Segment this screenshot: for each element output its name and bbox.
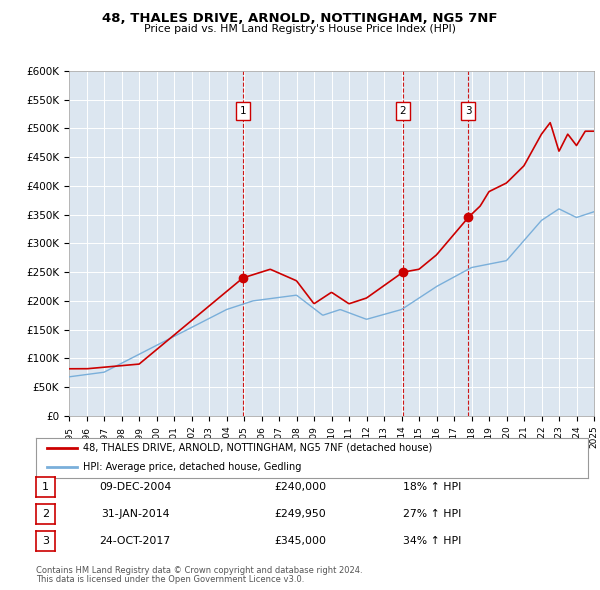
Text: 3: 3 <box>465 106 472 116</box>
Text: £345,000: £345,000 <box>274 536 326 546</box>
Text: 2: 2 <box>42 509 49 519</box>
Text: 1: 1 <box>42 482 49 491</box>
Text: 48, THALES DRIVE, ARNOLD, NOTTINGHAM, NG5 7NF (detached house): 48, THALES DRIVE, ARNOLD, NOTTINGHAM, NG… <box>83 443 432 453</box>
Text: 34% ↑ HPI: 34% ↑ HPI <box>403 536 461 546</box>
Text: £249,950: £249,950 <box>274 509 326 519</box>
Text: 31-JAN-2014: 31-JAN-2014 <box>101 509 169 519</box>
Text: Price paid vs. HM Land Registry's House Price Index (HPI): Price paid vs. HM Land Registry's House … <box>144 24 456 34</box>
Text: 18% ↑ HPI: 18% ↑ HPI <box>403 482 461 491</box>
Text: HPI: Average price, detached house, Gedling: HPI: Average price, detached house, Gedl… <box>83 461 301 471</box>
Text: 3: 3 <box>42 536 49 546</box>
Text: 2: 2 <box>400 106 406 116</box>
Text: £240,000: £240,000 <box>274 482 326 491</box>
Text: Contains HM Land Registry data © Crown copyright and database right 2024.: Contains HM Land Registry data © Crown c… <box>36 566 362 575</box>
Text: 48, THALES DRIVE, ARNOLD, NOTTINGHAM, NG5 7NF: 48, THALES DRIVE, ARNOLD, NOTTINGHAM, NG… <box>102 12 498 25</box>
Text: This data is licensed under the Open Government Licence v3.0.: This data is licensed under the Open Gov… <box>36 575 304 584</box>
Text: 24-OCT-2017: 24-OCT-2017 <box>100 536 170 546</box>
Text: 1: 1 <box>239 106 246 116</box>
Text: 09-DEC-2004: 09-DEC-2004 <box>99 482 171 491</box>
Text: 27% ↑ HPI: 27% ↑ HPI <box>403 509 461 519</box>
